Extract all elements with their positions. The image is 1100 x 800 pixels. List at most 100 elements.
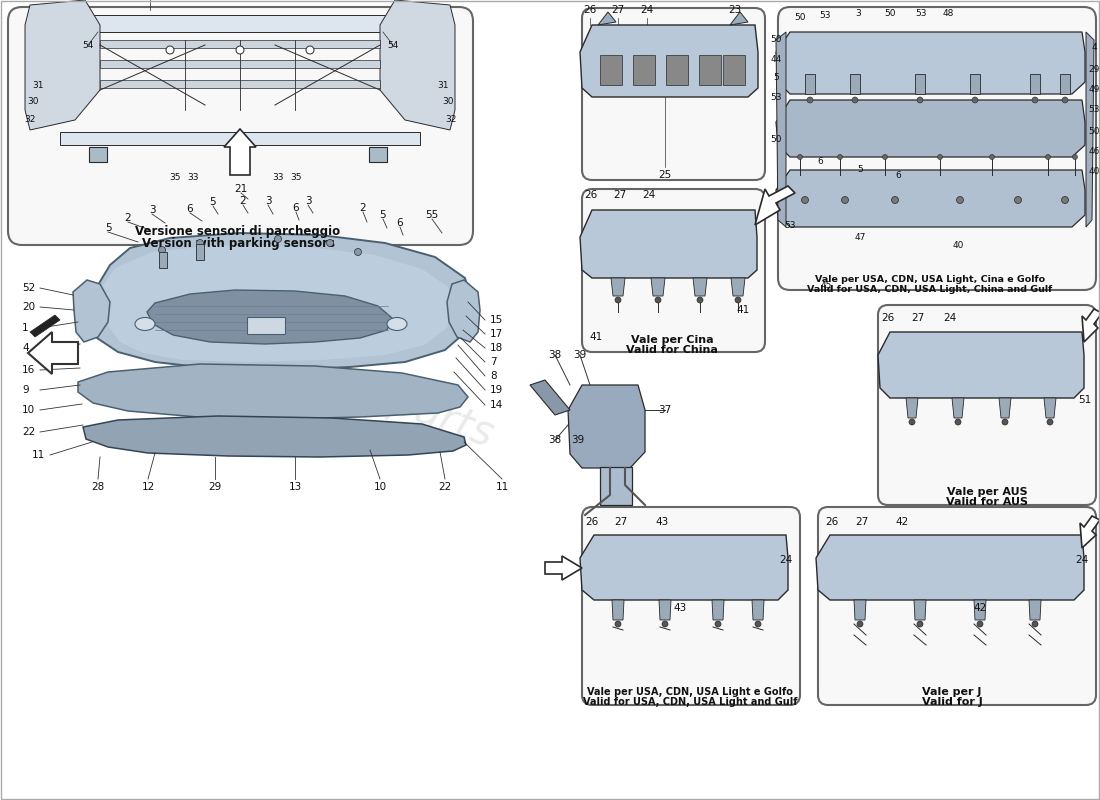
Polygon shape bbox=[776, 170, 1085, 227]
Text: 39: 39 bbox=[573, 350, 586, 360]
Text: 3: 3 bbox=[855, 9, 861, 18]
Bar bbox=[368, 147, 387, 162]
Polygon shape bbox=[952, 398, 964, 418]
Bar bbox=[1060, 74, 1070, 94]
Bar bbox=[600, 55, 621, 85]
Text: 24: 24 bbox=[640, 5, 653, 15]
FancyBboxPatch shape bbox=[878, 305, 1096, 505]
Text: 5: 5 bbox=[379, 210, 386, 220]
Text: 40: 40 bbox=[1088, 167, 1100, 177]
FancyBboxPatch shape bbox=[582, 189, 764, 352]
Text: Vale per Cina: Vale per Cina bbox=[630, 335, 713, 345]
Text: 44: 44 bbox=[770, 54, 782, 63]
Text: 6: 6 bbox=[187, 204, 194, 214]
Polygon shape bbox=[447, 280, 480, 342]
FancyBboxPatch shape bbox=[778, 7, 1096, 290]
Polygon shape bbox=[379, 0, 455, 130]
Bar bbox=[196, 244, 204, 260]
Text: 15: 15 bbox=[490, 315, 504, 325]
Text: 2: 2 bbox=[240, 196, 246, 206]
FancyBboxPatch shape bbox=[582, 8, 764, 180]
Text: 53: 53 bbox=[784, 221, 795, 230]
Text: 31: 31 bbox=[438, 81, 449, 90]
Text: 23: 23 bbox=[728, 5, 741, 15]
Text: 21: 21 bbox=[234, 184, 248, 194]
Text: Valid for USA, CDN, USA Light and Gulf: Valid for USA, CDN, USA Light and Gulf bbox=[583, 697, 798, 707]
Circle shape bbox=[615, 621, 622, 627]
Text: 33: 33 bbox=[187, 173, 199, 182]
Bar bbox=[698, 55, 720, 85]
Text: 2: 2 bbox=[360, 203, 366, 213]
Circle shape bbox=[957, 197, 964, 203]
Polygon shape bbox=[100, 80, 380, 88]
Text: 18: 18 bbox=[490, 343, 504, 353]
Text: 40: 40 bbox=[953, 241, 964, 250]
Text: 27: 27 bbox=[912, 313, 925, 323]
Text: 38: 38 bbox=[549, 435, 562, 445]
Text: 5: 5 bbox=[104, 223, 111, 233]
Polygon shape bbox=[40, 15, 440, 32]
Text: 30: 30 bbox=[28, 98, 38, 106]
Bar bbox=[723, 55, 745, 85]
Circle shape bbox=[236, 46, 244, 54]
Circle shape bbox=[857, 621, 864, 627]
Circle shape bbox=[1032, 97, 1038, 103]
Circle shape bbox=[1002, 419, 1008, 425]
Text: 24: 24 bbox=[780, 555, 793, 565]
Text: 39: 39 bbox=[571, 435, 584, 445]
Text: Versione sensori di parcheggio: Versione sensori di parcheggio bbox=[135, 226, 341, 238]
Polygon shape bbox=[530, 380, 570, 415]
Text: 42: 42 bbox=[974, 603, 987, 613]
Text: 48: 48 bbox=[943, 9, 954, 18]
Circle shape bbox=[1072, 154, 1078, 159]
Circle shape bbox=[697, 297, 703, 303]
Text: 6: 6 bbox=[293, 203, 299, 213]
Polygon shape bbox=[73, 280, 110, 342]
Text: 27: 27 bbox=[614, 190, 627, 200]
Text: 50: 50 bbox=[770, 135, 782, 145]
Polygon shape bbox=[1028, 600, 1041, 620]
Polygon shape bbox=[88, 233, 472, 370]
Polygon shape bbox=[712, 600, 724, 620]
Polygon shape bbox=[914, 600, 926, 620]
Circle shape bbox=[1047, 419, 1053, 425]
Text: 19: 19 bbox=[490, 385, 504, 395]
Polygon shape bbox=[610, 278, 625, 296]
Polygon shape bbox=[25, 0, 100, 130]
Text: Vale per J: Vale per J bbox=[922, 687, 981, 697]
Text: 32: 32 bbox=[24, 115, 35, 125]
Text: 50: 50 bbox=[884, 9, 895, 18]
Circle shape bbox=[1045, 154, 1050, 159]
Text: 3: 3 bbox=[265, 196, 272, 206]
Circle shape bbox=[354, 249, 362, 255]
Circle shape bbox=[882, 154, 888, 159]
Text: 35: 35 bbox=[290, 173, 301, 182]
Circle shape bbox=[654, 297, 661, 303]
Text: 50: 50 bbox=[770, 35, 782, 45]
Polygon shape bbox=[816, 535, 1084, 600]
Polygon shape bbox=[100, 245, 453, 362]
Text: 47: 47 bbox=[855, 234, 866, 242]
Circle shape bbox=[798, 154, 803, 159]
Text: 17: 17 bbox=[490, 329, 504, 339]
Text: 55: 55 bbox=[426, 210, 439, 220]
Bar bbox=[970, 74, 980, 94]
Text: 26: 26 bbox=[585, 517, 598, 527]
Text: 22: 22 bbox=[22, 427, 35, 437]
Text: Vale per AUS: Vale per AUS bbox=[947, 487, 1027, 497]
Polygon shape bbox=[776, 32, 1085, 94]
Polygon shape bbox=[854, 600, 866, 620]
Text: 42: 42 bbox=[895, 517, 909, 527]
Polygon shape bbox=[568, 385, 645, 468]
Circle shape bbox=[166, 46, 174, 54]
Text: Valid for China: Valid for China bbox=[626, 345, 718, 355]
Text: 37: 37 bbox=[659, 405, 672, 415]
Circle shape bbox=[197, 239, 204, 246]
Ellipse shape bbox=[387, 318, 407, 330]
Bar bbox=[248, 317, 285, 334]
Circle shape bbox=[662, 621, 668, 627]
Circle shape bbox=[937, 154, 943, 159]
Text: 53: 53 bbox=[820, 10, 830, 19]
Text: 43: 43 bbox=[656, 517, 669, 527]
Circle shape bbox=[1062, 97, 1068, 103]
